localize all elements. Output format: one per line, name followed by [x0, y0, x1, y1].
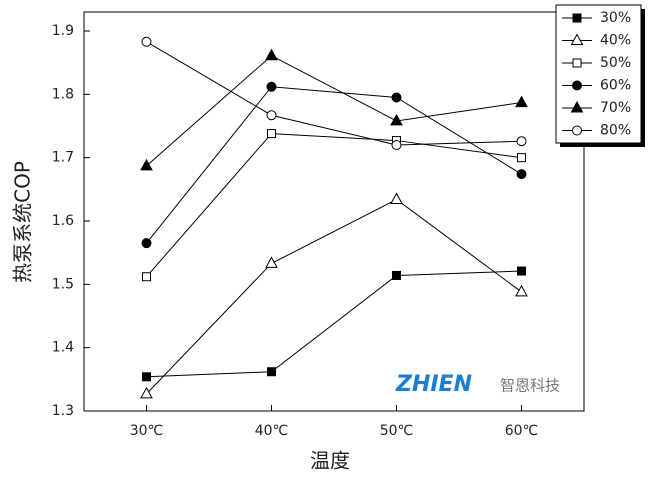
legend-label: 30%: [600, 10, 631, 26]
legend-marker: [570, 33, 584, 45]
y-tick-label: 1.9: [52, 23, 74, 39]
data-point: [267, 367, 276, 377]
data-point: [391, 140, 402, 150]
plot-frame: [83, 11, 585, 412]
y-tick-label: 1.6: [52, 213, 74, 229]
data-point: [390, 192, 403, 204]
data-point: [517, 153, 526, 163]
data-point: [515, 95, 528, 108]
legend-box: [555, 4, 642, 144]
data-point: [392, 270, 401, 280]
series-line: [146, 198, 522, 395]
data-point: [515, 284, 528, 297]
legend-marker: [572, 80, 582, 91]
data-point: [266, 110, 277, 121]
legend-marker: [570, 100, 584, 113]
watermark-brand: ZHIEN: [395, 372, 472, 397]
x-tick-label: 50℃: [380, 423, 414, 439]
y-axis-label: 热泵系统COP: [11, 161, 35, 283]
x-axis-label: 温度: [310, 449, 350, 473]
data-point: [140, 158, 153, 171]
legend-marker: [572, 125, 582, 136]
series-line: [146, 55, 522, 167]
series-line: [146, 270, 522, 378]
data-point: [516, 169, 527, 180]
data-point: [265, 256, 278, 268]
legend-label: 40%: [600, 33, 631, 49]
y-tick-label: 1.5: [52, 276, 74, 292]
legend-marker: [572, 13, 582, 23]
y-tick-label: 1.8: [52, 86, 74, 102]
data-point: [267, 129, 276, 139]
legend-marker: [572, 58, 582, 68]
x-tick-label: 30℃: [130, 423, 164, 439]
y-tick-label: 1.4: [52, 340, 74, 356]
data-point: [390, 113, 403, 126]
data-point: [141, 238, 152, 249]
legend-label: 70%: [600, 100, 631, 116]
x-tick-label: 60℃: [505, 423, 539, 439]
y-tick-label: 1.7: [52, 150, 74, 166]
data-point: [266, 81, 277, 92]
legend-label: 80%: [600, 123, 631, 139]
data-point: [265, 48, 278, 61]
data-point: [516, 136, 527, 147]
y-tick-label: 1.3: [52, 403, 74, 419]
data-point: [142, 372, 151, 382]
data-point: [140, 386, 153, 399]
legend-label: 50%: [600, 55, 631, 71]
series-line: [146, 133, 522, 278]
data-point: [141, 36, 152, 47]
watermark-company: 智恩科技: [500, 377, 560, 395]
data-point: [517, 266, 526, 276]
x-tick-label: 40℃: [255, 423, 289, 439]
data-point: [142, 272, 151, 282]
legend-label: 60%: [600, 78, 631, 94]
series-line: [146, 86, 522, 244]
series-line: [146, 41, 522, 146]
data-point: [391, 92, 402, 103]
